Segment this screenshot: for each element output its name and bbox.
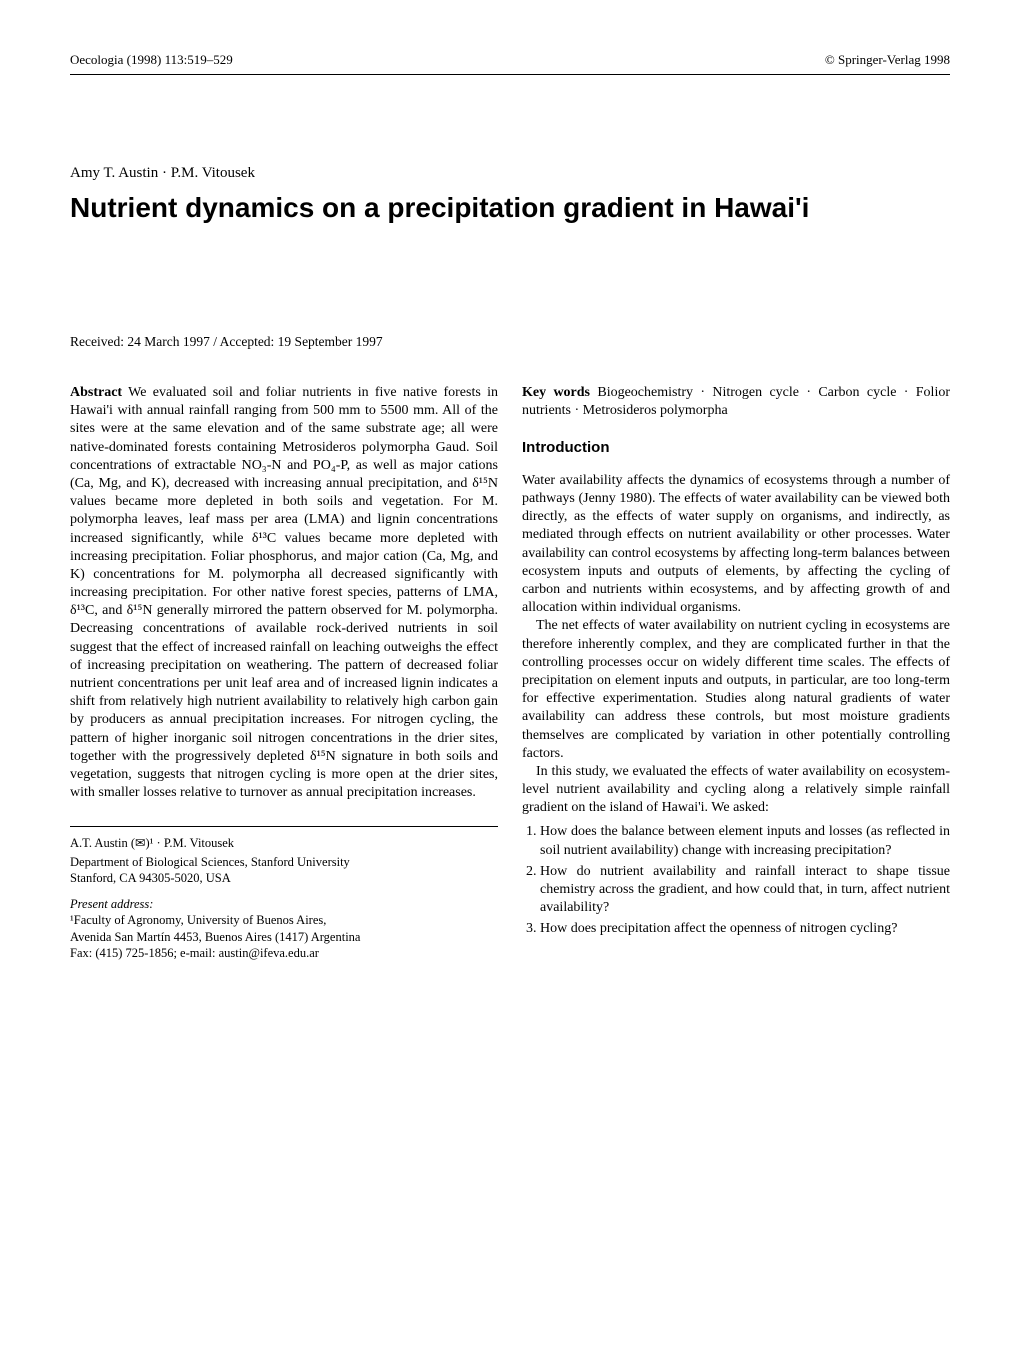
footnote-rule — [70, 826, 498, 827]
received-accepted-dates: Received: 24 March 1997 / Accepted: 19 S… — [70, 334, 950, 350]
keywords-paragraph: Key words Biogeochemistry · Nitrogen cyc… — [522, 384, 950, 420]
intro-paragraph-1: Water availability affects the dynamics … — [522, 472, 950, 618]
right-column: Key words Biogeochemistry · Nitrogen cyc… — [522, 384, 950, 961]
footnote-address: Stanford, CA 94305-5020, USA — [70, 870, 498, 886]
article-title: Nutrient dynamics on a precipitation gra… — [70, 192, 950, 224]
header-rule — [70, 74, 950, 75]
journal-citation: Oecologia (1998) 113:519–529 — [70, 52, 233, 68]
introduction-heading: Introduction — [522, 438, 950, 458]
footnote-present-address: Present address: ¹Faculty of Agronomy, U… — [70, 896, 498, 961]
running-header: Oecologia (1998) 113:519–529 © Springer-… — [70, 52, 950, 68]
footnote-department: Department of Biological Sciences, Stanf… — [70, 854, 498, 870]
abstract-paragraph: Abstract We evaluated soil and foliar nu… — [70, 384, 498, 802]
intro-paragraph-3: In this study, we evaluated the effects … — [522, 763, 950, 818]
footnote-author-line: A.T. Austin (✉)¹ · P.M. Vitousek — [70, 835, 498, 851]
intro-paragraph-2: The net effects of water availability on… — [522, 617, 950, 763]
keywords-label: Key words — [522, 385, 590, 400]
abstract-text: We evaluated soil and foliar nutrients i… — [70, 385, 498, 800]
present-address-label: Present address: — [70, 896, 498, 912]
two-column-body: Abstract We evaluated soil and foliar nu… — [70, 384, 950, 961]
copyright: © Springer-Verlag 1998 — [825, 52, 950, 68]
left-column: Abstract We evaluated soil and foliar nu… — [70, 384, 498, 961]
research-questions-list: How does the balance between element inp… — [522, 823, 950, 938]
research-question-1: How does the balance between element inp… — [540, 823, 950, 859]
abstract-label: Abstract — [70, 385, 122, 400]
author-footnote: A.T. Austin (✉)¹ · P.M. Vitousek Departm… — [70, 835, 498, 961]
research-question-2: How do nutrient availability and rainfal… — [540, 863, 950, 918]
present-address-line1: ¹Faculty of Agronomy, University of Buen… — [70, 912, 498, 928]
present-address-line2: Avenida San Martín 4453, Buenos Aires (1… — [70, 929, 498, 945]
present-address-line3: Fax: (415) 725-1856; e-mail: austin@ifev… — [70, 945, 498, 961]
research-question-3: How does precipitation affect the openne… — [540, 920, 950, 938]
author-names: Amy T. Austin · P.M. Vitousek — [70, 165, 950, 182]
